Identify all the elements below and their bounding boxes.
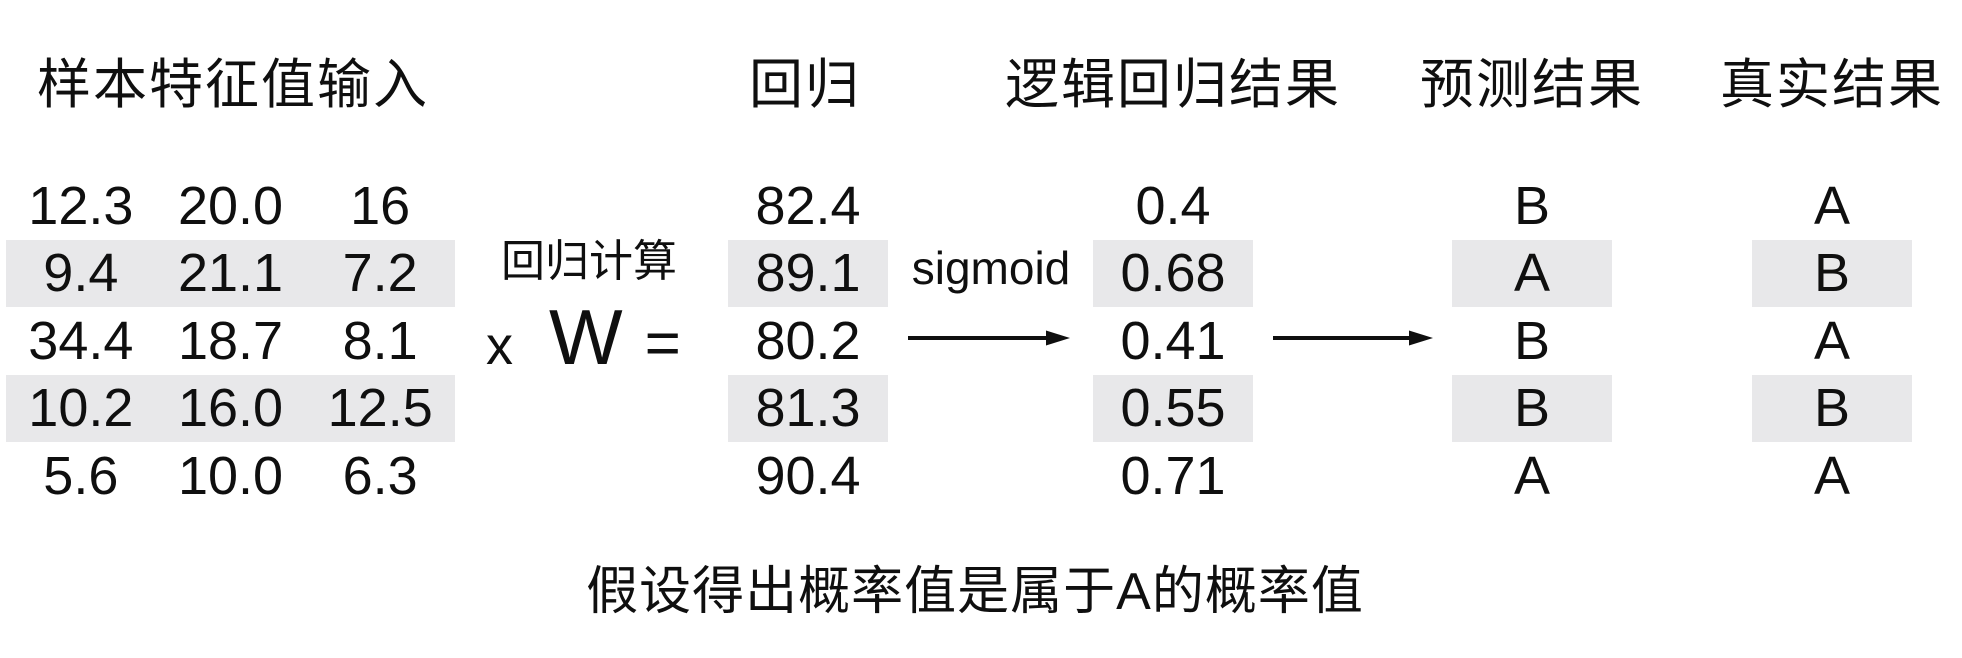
truth-value: A (1813, 175, 1851, 236)
regression-value: 90.4 (755, 445, 861, 506)
table-row: 12.3 20.0 16 (6, 172, 455, 240)
sigmoid-arrow-icon (908, 330, 1070, 346)
input-cell: 21.1 (177, 243, 284, 304)
truth-column: A B A B A (1752, 172, 1912, 510)
input-cell: 8.1 (342, 310, 418, 371)
weight-symbol: W (549, 293, 623, 381)
input-feature-table: 12.3 20.0 16 9.4 21.1 7.2 34.4 18.7 8.1 … (6, 172, 455, 510)
prediction-value: B (1513, 175, 1551, 236)
table-row: 5.6 10.0 6.3 (6, 442, 455, 510)
prediction-value: A (1513, 445, 1551, 506)
input-cell: 9.4 (43, 243, 119, 304)
header-sample-input: 样本特征值输入 (37, 55, 429, 115)
header-true-result: 真实结果 (1720, 55, 1944, 115)
truth-value: A (1813, 310, 1851, 371)
regression-value: 82.4 (755, 175, 861, 236)
input-cell: 10.2 (28, 378, 134, 439)
logistic-value: 0.4 (1135, 175, 1211, 236)
input-cell: 6.3 (342, 445, 418, 506)
regression-value: 80.2 (755, 310, 861, 371)
logistic-column: 0.4 0.68 0.41 0.55 0.71 (1093, 172, 1253, 510)
sigmoid-label: sigmoid (911, 242, 1071, 294)
input-cell: 12.5 (327, 378, 433, 439)
regression-calc-label: 回归计算 (501, 237, 677, 286)
input-cell: 16.0 (177, 378, 284, 439)
input-cell: 12.3 (28, 175, 134, 236)
prediction-arrow-icon (1273, 330, 1433, 346)
multiply-operator: x (486, 316, 513, 376)
logistic-value: 0.41 (1120, 310, 1226, 371)
logistic-value: 0.55 (1093, 374, 1253, 442)
table-row: 10.2 16.0 12.5 (6, 374, 455, 442)
input-cell: 18.7 (177, 310, 284, 371)
table-row: 34.4 18.7 8.1 (6, 307, 455, 375)
header-regression: 回归 (749, 55, 861, 115)
header-prediction-result: 预测结果 (1420, 55, 1644, 115)
prediction-value: B (1452, 374, 1612, 442)
input-cell: 10.0 (177, 445, 284, 506)
prediction-value: B (1513, 310, 1551, 371)
input-cell: 7.2 (342, 243, 418, 304)
prediction-column: B A B B A (1452, 172, 1612, 510)
regression-value: 81.3 (728, 374, 888, 442)
truth-value: B (1752, 374, 1912, 442)
regression-column: 82.4 89.1 80.2 81.3 90.4 (728, 172, 888, 510)
input-cell: 20.0 (177, 175, 284, 236)
equals-sign: = (644, 309, 681, 378)
logistic-value: 0.71 (1120, 445, 1226, 506)
regression-value: 89.1 (728, 239, 888, 307)
assumption-caption: 假设得出概率值是属于A的概率值 (586, 563, 1364, 621)
prediction-value: A (1452, 239, 1612, 307)
header-logistic-result: 逻辑回归结果 (1005, 55, 1341, 115)
input-cell: 34.4 (28, 310, 134, 371)
truth-value: A (1813, 445, 1851, 506)
table-row: 9.4 21.1 7.2 (6, 239, 455, 307)
input-cell: 5.6 (43, 445, 119, 506)
logistic-value: 0.68 (1093, 239, 1253, 307)
input-cell: 16 (350, 175, 411, 236)
weight-formula: x W = (486, 298, 681, 376)
truth-value: B (1752, 239, 1912, 307)
